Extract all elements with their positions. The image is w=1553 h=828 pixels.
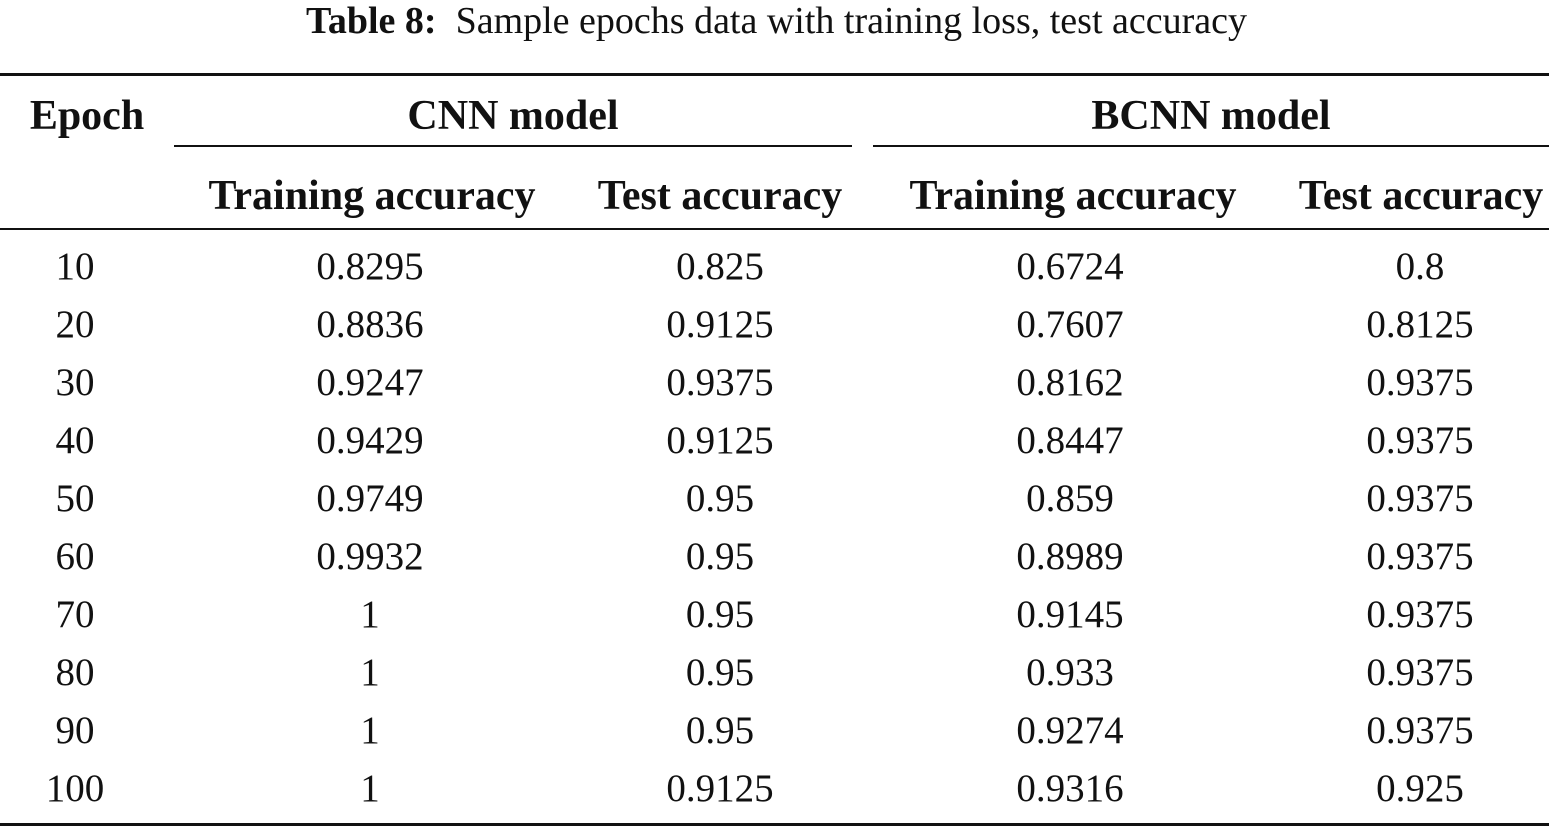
- table-row: 60 0.9932 0.95 0.8989 0.9375: [0, 534, 1553, 592]
- cell-cnn-training-accuracy: 1: [360, 593, 380, 636]
- cell-bcnn-training-accuracy: 0.9274: [1016, 709, 1124, 752]
- table-row: 20 0.8836 0.9125 0.7607 0.8125: [0, 302, 1553, 360]
- cell-cnn-test-accuracy: 0.95: [685, 651, 755, 694]
- cell-epoch: 10: [55, 245, 95, 288]
- cell-bcnn-test-accuracy: 0.9375: [1366, 709, 1474, 752]
- bottom-rule: [0, 823, 1549, 826]
- cell-cnn-test-accuracy: 0.9125: [666, 767, 774, 810]
- cell-bcnn-training-accuracy: 0.8989: [1016, 535, 1124, 578]
- header-bcnn-test-accuracy: Test accuracy: [1298, 173, 1544, 219]
- table-row: 80 1 0.95 0.933 0.9375: [0, 650, 1553, 708]
- cell-bcnn-training-accuracy: 0.9316: [1016, 767, 1124, 810]
- cell-cnn-training-accuracy: 1: [360, 651, 380, 694]
- bcnn-group-rule: [873, 145, 1549, 147]
- cell-bcnn-training-accuracy: 0.8162: [1016, 361, 1124, 404]
- table-row: 30 0.9247 0.9375 0.8162 0.9375: [0, 360, 1553, 418]
- cell-cnn-training-accuracy: 0.9429: [316, 419, 424, 462]
- cell-bcnn-training-accuracy: 0.8447: [1016, 419, 1124, 462]
- cell-bcnn-test-accuracy: 0.9375: [1366, 651, 1474, 694]
- cell-bcnn-training-accuracy: 0.7607: [1016, 303, 1124, 346]
- cell-cnn-test-accuracy: 0.95: [685, 709, 755, 752]
- cell-cnn-training-accuracy: 0.8295: [316, 245, 424, 288]
- cell-epoch: 40: [55, 419, 95, 462]
- cell-epoch: 50: [55, 477, 95, 520]
- table-caption: Table 8: Sample epochs data with trainin…: [0, 0, 1553, 46]
- cell-epoch: 30: [55, 361, 95, 404]
- cell-bcnn-training-accuracy: 0.933: [1026, 651, 1114, 694]
- cell-epoch: 20: [55, 303, 95, 346]
- cell-cnn-test-accuracy: 0.9125: [666, 419, 774, 462]
- cell-epoch: 90: [55, 709, 95, 752]
- table-row: 70 1 0.95 0.9145 0.9375: [0, 592, 1553, 650]
- cell-cnn-test-accuracy: 0.9125: [666, 303, 774, 346]
- cell-cnn-training-accuracy: 0.9247: [316, 361, 424, 404]
- cell-bcnn-training-accuracy: 0.6724: [1016, 245, 1124, 288]
- table-row: 40 0.9429 0.9125 0.8447 0.9375: [0, 418, 1553, 476]
- table-caption-text: Sample epochs data with training loss, t…: [455, 0, 1247, 42]
- cell-cnn-test-accuracy: 0.9375: [666, 361, 774, 404]
- cell-bcnn-training-accuracy: 0.9145: [1016, 593, 1124, 636]
- cell-bcnn-test-accuracy: 0.9375: [1366, 535, 1474, 578]
- header-cnn-training-accuracy: Training accuracy: [208, 173, 536, 219]
- table-row: 100 1 0.9125 0.9316 0.925: [0, 766, 1553, 824]
- cell-cnn-training-accuracy: 0.9749: [316, 477, 424, 520]
- cell-cnn-training-accuracy: 1: [360, 767, 380, 810]
- header-cnn-test-accuracy: Test accuracy: [597, 173, 843, 219]
- cell-cnn-test-accuracy: 0.95: [685, 477, 755, 520]
- table-row: 90 1 0.95 0.9274 0.9375: [0, 708, 1553, 766]
- cell-bcnn-test-accuracy: 0.925: [1376, 767, 1464, 810]
- header-epoch: Epoch: [29, 93, 145, 139]
- cell-epoch: 100: [45, 767, 105, 810]
- cell-cnn-training-accuracy: 1: [360, 709, 380, 752]
- cell-cnn-training-accuracy: 0.9932: [316, 535, 424, 578]
- table-row: 10 0.8295 0.825 0.6724 0.8: [0, 244, 1553, 302]
- cell-bcnn-test-accuracy: 0.9375: [1366, 361, 1474, 404]
- cell-cnn-test-accuracy: 0.95: [685, 593, 755, 636]
- header-bcnn-training-accuracy: Training accuracy: [909, 173, 1237, 219]
- header-bcnn-model: BCNN model: [1091, 93, 1331, 139]
- cell-epoch: 60: [55, 535, 95, 578]
- cell-bcnn-test-accuracy: 0.8: [1395, 245, 1445, 288]
- header-cnn-model: CNN model: [407, 93, 619, 139]
- cell-cnn-test-accuracy: 0.95: [685, 535, 755, 578]
- cell-cnn-test-accuracy: 0.825: [676, 245, 764, 288]
- header-bottom-rule: [0, 228, 1549, 230]
- table-caption-label: Table 8:: [305, 0, 437, 42]
- top-rule: [0, 73, 1549, 76]
- cell-bcnn-test-accuracy: 0.9375: [1366, 419, 1474, 462]
- cell-bcnn-training-accuracy: 0.859: [1026, 477, 1114, 520]
- cell-cnn-training-accuracy: 0.8836: [316, 303, 424, 346]
- cell-bcnn-test-accuracy: 0.9375: [1366, 593, 1474, 636]
- cell-bcnn-test-accuracy: 0.9375: [1366, 477, 1474, 520]
- cnn-group-rule: [174, 145, 852, 147]
- cell-epoch: 70: [55, 593, 95, 636]
- cell-epoch: 80: [55, 651, 95, 694]
- cell-bcnn-test-accuracy: 0.8125: [1366, 303, 1474, 346]
- table-row: 50 0.9749 0.95 0.859 0.9375: [0, 476, 1553, 534]
